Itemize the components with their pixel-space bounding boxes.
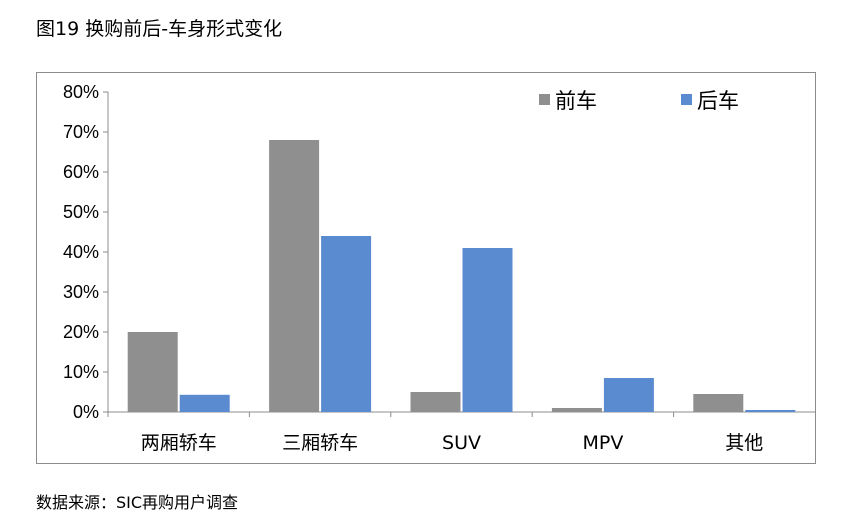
y-tick-label: 10% bbox=[63, 362, 99, 382]
category-label: MPV bbox=[582, 432, 623, 454]
y-tick-labels: 0% 10% 20% 30% 40% 50% 60% 70% 80% bbox=[63, 82, 99, 422]
category-labels: 两厢轿车 三厢轿车 SUV MPV 其他 bbox=[141, 432, 764, 454]
bar-after bbox=[462, 248, 513, 412]
bar-before bbox=[410, 392, 461, 412]
bar-after bbox=[321, 236, 372, 412]
y-tick-label: 70% bbox=[63, 122, 99, 142]
bar-chart: 0% 10% 20% 30% 40% 50% 60% 70% 80% 两厢轿车 三厢轿车 SUV MP… bbox=[63, 82, 815, 454]
chart-axes bbox=[103, 91, 815, 417]
category-label: 两厢轿车 bbox=[141, 432, 217, 454]
bar-before bbox=[269, 140, 320, 412]
bar-after bbox=[179, 394, 230, 412]
figure-title: 图19 换购前后-车身形式变化 bbox=[36, 18, 283, 40]
y-tick-label: 60% bbox=[63, 162, 99, 182]
y-tick-label: 20% bbox=[63, 322, 99, 342]
bar-before bbox=[127, 332, 178, 412]
y-tick-label: 0% bbox=[73, 402, 99, 422]
legend-swatch bbox=[681, 94, 692, 105]
y-tick-label: 30% bbox=[63, 282, 99, 302]
chart-bars bbox=[127, 140, 796, 412]
legend-label: 前车 bbox=[555, 89, 597, 113]
y-tick-label: 50% bbox=[63, 202, 99, 222]
chart-legend: 前车 后车 bbox=[539, 89, 739, 113]
bar-after bbox=[745, 410, 796, 412]
chart-frame: 0% 10% 20% 30% 40% 50% 60% 70% 80% 两厢轿车 三厢轿车 SUV MP… bbox=[36, 72, 816, 464]
y-tick-label: 40% bbox=[63, 242, 99, 262]
bar-before bbox=[551, 408, 602, 412]
legend-swatch bbox=[539, 94, 550, 105]
category-label: SUV bbox=[442, 432, 481, 454]
category-label: 三厢轿车 bbox=[282, 432, 358, 454]
bar-before bbox=[693, 394, 744, 412]
y-tick-label: 80% bbox=[63, 82, 99, 102]
legend-label: 后车 bbox=[697, 89, 739, 113]
category-label: 其他 bbox=[725, 432, 763, 454]
bar-after bbox=[603, 378, 654, 412]
source-note: 数据来源：SIC再购用户调查 bbox=[36, 493, 239, 512]
